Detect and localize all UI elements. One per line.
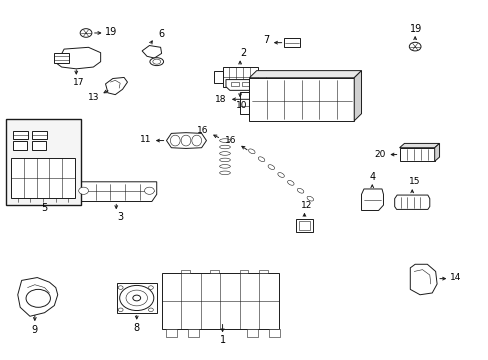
Circle shape: [80, 29, 92, 37]
Polygon shape: [399, 143, 439, 148]
Ellipse shape: [219, 139, 230, 142]
Text: 1: 1: [219, 335, 225, 345]
Text: 19: 19: [409, 24, 422, 34]
Ellipse shape: [150, 58, 163, 66]
Text: 3: 3: [117, 212, 123, 222]
Ellipse shape: [219, 158, 230, 162]
Text: 10: 10: [236, 101, 247, 110]
Ellipse shape: [219, 171, 230, 175]
Ellipse shape: [219, 152, 230, 155]
Text: 17: 17: [73, 78, 84, 87]
Bar: [239, 270, 248, 273]
Bar: [268, 329, 279, 337]
Polygon shape: [394, 195, 429, 210]
Bar: [249, 78, 353, 121]
Circle shape: [118, 308, 123, 312]
Polygon shape: [434, 143, 439, 161]
Ellipse shape: [191, 135, 201, 146]
Bar: [222, 67, 257, 87]
Ellipse shape: [248, 149, 255, 154]
Text: 20: 20: [374, 150, 385, 159]
Bar: [32, 140, 46, 149]
Bar: [13, 131, 27, 139]
Bar: [32, 131, 47, 139]
Bar: [117, 283, 157, 313]
Circle shape: [148, 286, 153, 289]
Bar: [259, 270, 267, 273]
Ellipse shape: [181, 135, 190, 146]
Bar: [239, 92, 249, 114]
Bar: [54, 53, 69, 63]
Polygon shape: [57, 47, 101, 69]
Bar: [166, 329, 177, 337]
Ellipse shape: [277, 172, 284, 177]
Bar: [284, 38, 300, 47]
Bar: [257, 71, 266, 83]
Bar: [241, 82, 249, 86]
Ellipse shape: [153, 59, 160, 64]
Bar: [213, 71, 222, 83]
Polygon shape: [18, 278, 58, 316]
Bar: [181, 270, 189, 273]
Circle shape: [408, 42, 420, 51]
Polygon shape: [353, 71, 361, 121]
Polygon shape: [409, 264, 436, 295]
Text: 5: 5: [41, 203, 48, 213]
Text: 19: 19: [105, 27, 117, 37]
Ellipse shape: [306, 196, 313, 201]
Bar: [246, 329, 257, 337]
Ellipse shape: [267, 165, 274, 170]
Text: 14: 14: [448, 273, 460, 282]
Text: 2: 2: [240, 48, 246, 58]
Ellipse shape: [170, 135, 180, 146]
Circle shape: [120, 285, 154, 311]
Bar: [13, 140, 26, 149]
Text: 16: 16: [196, 126, 208, 135]
Circle shape: [79, 187, 88, 194]
Polygon shape: [142, 45, 161, 58]
Bar: [161, 273, 278, 329]
Text: 16: 16: [224, 136, 236, 145]
Text: 13: 13: [87, 93, 99, 102]
Bar: [230, 82, 238, 86]
Polygon shape: [76, 182, 157, 202]
Ellipse shape: [219, 145, 230, 149]
Text: 15: 15: [408, 177, 420, 186]
Text: 9: 9: [32, 325, 38, 335]
Bar: [210, 270, 219, 273]
Bar: [11, 158, 75, 198]
Polygon shape: [105, 77, 127, 95]
Polygon shape: [166, 133, 206, 148]
Polygon shape: [225, 80, 254, 90]
Circle shape: [26, 289, 50, 307]
Ellipse shape: [258, 157, 264, 162]
Bar: [295, 219, 313, 232]
Text: 18: 18: [215, 95, 226, 104]
Text: 6: 6: [158, 29, 164, 39]
Circle shape: [126, 290, 147, 306]
Ellipse shape: [287, 180, 293, 185]
Text: 11: 11: [140, 135, 151, 144]
Circle shape: [144, 187, 154, 194]
Bar: [188, 329, 199, 337]
Ellipse shape: [297, 188, 303, 193]
Text: 8: 8: [133, 323, 140, 333]
Circle shape: [118, 286, 123, 289]
Bar: [399, 148, 434, 161]
Bar: [5, 119, 81, 205]
Ellipse shape: [219, 165, 230, 168]
Circle shape: [148, 308, 153, 312]
Circle shape: [133, 295, 141, 301]
Text: 7: 7: [262, 35, 268, 45]
Polygon shape: [361, 189, 383, 211]
Text: 12: 12: [300, 201, 311, 210]
Polygon shape: [249, 71, 361, 78]
Text: 4: 4: [368, 172, 375, 183]
Bar: [298, 221, 310, 230]
